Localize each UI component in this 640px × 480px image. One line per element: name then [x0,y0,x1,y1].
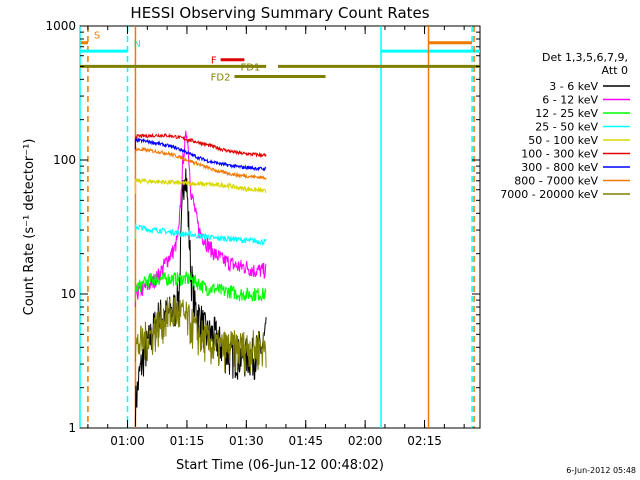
series-line [134,146,267,180]
flag-bar-label: F [211,56,217,67]
y-axis: 1 10 100 1000 [45,19,480,435]
y-tick-label: 100 [53,153,76,167]
x-tick-label: 01:00 [110,434,145,448]
flag-bar-layer: FD1 FD2 F [80,56,480,83]
x-tick-label: 01:30 [229,434,264,448]
series-line [134,296,267,373]
legend-entry-label: 800 - 7000 keV [514,175,598,188]
x-axis-label: Start Time (06-Jun-12 00:48:02) [176,458,384,473]
legend-entry-label: 6 - 12 keV [542,94,598,107]
x-tick-label: 02:00 [348,434,383,448]
y-tick-label: 1 [68,421,76,435]
plot-area: S N FD1 FD2 F 01:00 01:15 01:30 01:45 02:00 02:1… [45,19,481,448]
flag-bar-label: FD2 [211,72,231,83]
y-axis-label: Count Rate (s⁻¹ detector⁻¹) [22,139,37,316]
series-layer [134,130,267,427]
x-axis: 01:00 01:15 01:30 01:45 02:00 02:15 [87,26,465,448]
series-line [134,178,267,194]
y-tick-label: 10 [61,287,76,301]
x-tick-label: 01:45 [288,434,323,448]
legend-entry-label: 25 - 50 keV [535,121,598,134]
legend-entry-label: 7000 - 20000 keV [500,188,598,201]
legend-entry-label: 300 - 800 keV [521,161,598,174]
legend-entry-label: 50 - 100 keV [528,134,598,147]
marker-label: N [134,39,141,50]
legend-title: Att 0 [602,64,628,77]
series-line [134,132,267,159]
x-tick-label: 01:15 [170,434,205,448]
series-line [134,223,267,246]
legend-entry-label: 12 - 25 keV [535,107,598,120]
flag-bar-label: FD1 [240,62,260,73]
marker-label: S [94,31,100,42]
legend-entry-label: 3 - 6 keV [549,80,598,93]
chart-title: HESSI Observing Summary Count Rates [130,4,429,22]
y-tick-label: 1000 [45,19,76,33]
series-line [134,270,267,302]
chart-title-group: HESSI Observing Summary Count Rates [130,4,429,22]
footer-timestamp: 6-Jun-2012 05:48 [566,466,636,475]
x-tick-label: 02:15 [407,434,442,448]
series-line [134,137,267,172]
legend-entry-label: 100 - 300 keV [521,148,598,161]
legend-title: Det 1,3,5,6,7,9, [542,51,628,64]
